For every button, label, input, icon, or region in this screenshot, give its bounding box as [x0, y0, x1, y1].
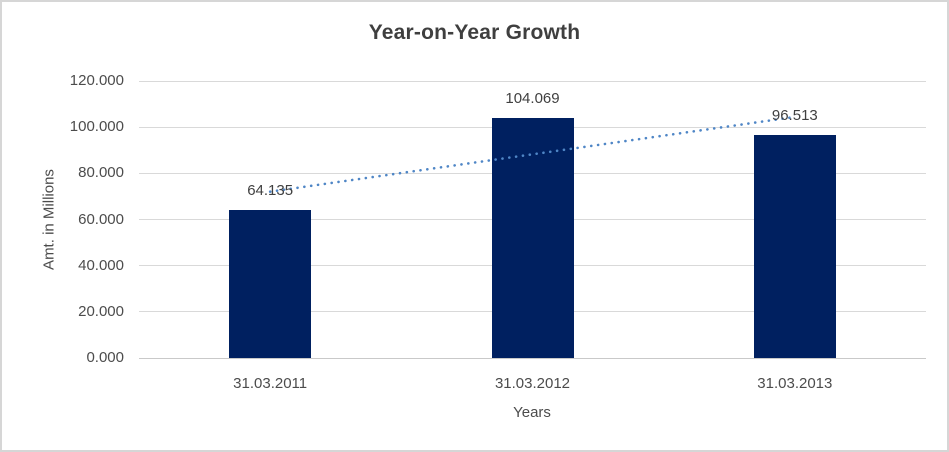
- x-tick-label: 31.03.2011: [233, 375, 308, 392]
- y-tick-label: 100.000: [69, 118, 124, 136]
- bar: [491, 117, 574, 358]
- y-tick-label: 60.000: [78, 210, 124, 228]
- x-axis-title: Years: [513, 404, 551, 421]
- y-tick-label: 40.000: [78, 256, 124, 274]
- trendline: [268, 115, 797, 193]
- y-tick-label: 80.000: [78, 164, 124, 182]
- gridline: [139, 80, 926, 82]
- bar: [229, 209, 312, 358]
- data-label: 104.069: [505, 89, 560, 107]
- x-tick-label: 31.03.2013: [757, 375, 833, 392]
- y-tick-label: 0.000: [86, 349, 124, 366]
- bar: [753, 135, 836, 358]
- y-tick-label: 120.000: [69, 72, 124, 89]
- plot-area: [139, 80, 926, 359]
- chart-title: Year-on-Year Growth: [368, 21, 581, 44]
- x-tick-label: 31.03.2012: [494, 375, 571, 392]
- data-label: 64.135: [247, 181, 294, 199]
- y-tick-label: 20.000: [78, 302, 124, 320]
- data-label: 96.513: [771, 107, 818, 125]
